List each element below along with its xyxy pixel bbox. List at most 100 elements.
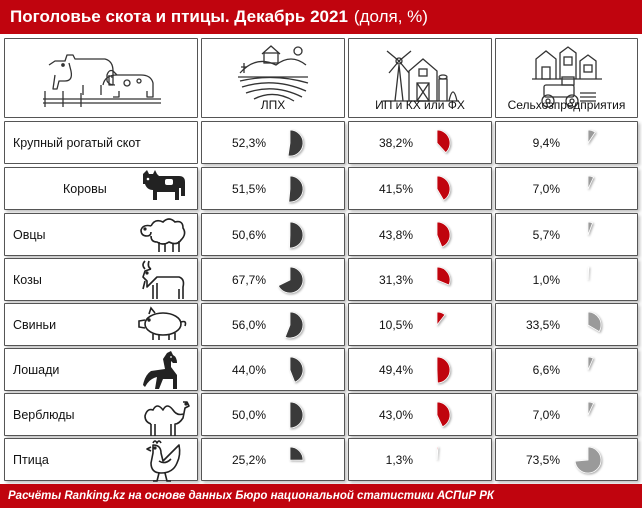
row-label-cell: Овцы bbox=[4, 213, 198, 256]
share-pie-slice bbox=[289, 221, 304, 249]
value-cell: 50,0% bbox=[201, 393, 345, 436]
pig-icon bbox=[138, 306, 187, 340]
share-value: 52,3% bbox=[231, 135, 266, 150]
share-pie-slice bbox=[436, 311, 446, 327]
share-pie-slice bbox=[574, 446, 602, 474]
source-note: Расчёты Ranking.kz на основе данных Бюро… bbox=[8, 490, 494, 502]
value-cell: 73,5% bbox=[495, 438, 638, 481]
share-value: 7,0% bbox=[532, 181, 560, 196]
row-label: Крупный рогатый скот bbox=[13, 135, 141, 150]
share-pie-slice bbox=[436, 446, 439, 461]
share-pie-slice bbox=[587, 129, 596, 145]
share-value: 25,2% bbox=[231, 452, 266, 467]
share-value: 67,7% bbox=[231, 272, 266, 287]
value-cell: 1,3% bbox=[348, 438, 492, 481]
share-pie-slice bbox=[587, 356, 594, 371]
row-label-cell: Птица bbox=[4, 438, 198, 482]
chicken-icon bbox=[146, 440, 181, 482]
chart-unit: (доля, %) bbox=[353, 7, 428, 26]
share-value: 73,5% bbox=[525, 452, 560, 467]
row-label: Птица bbox=[13, 452, 49, 467]
share-pie-slice bbox=[436, 266, 451, 286]
share-value: 33,5% bbox=[525, 317, 560, 332]
share-value: 41,5% bbox=[378, 181, 413, 196]
row-label: Козы bbox=[13, 272, 42, 287]
value-cell: 31,3% bbox=[348, 258, 492, 301]
share-pie-slice bbox=[436, 356, 451, 384]
share-value: 49,4% bbox=[378, 362, 413, 377]
value-cell: 1,0% bbox=[495, 258, 638, 301]
column-header-2: ИП и КХ или ФХ bbox=[348, 38, 492, 118]
share-value: 7,0% bbox=[532, 407, 560, 422]
value-cell: 67,7% bbox=[201, 258, 345, 301]
value-cell: 25,2% bbox=[201, 438, 345, 481]
share-pie-slice bbox=[436, 175, 451, 201]
column-header-label: ИП и КХ или ФХ bbox=[375, 98, 465, 112]
footer-bar: Расчёты Ranking.kz на основе данных Бюро… bbox=[0, 484, 642, 508]
share-value: 50,6% bbox=[231, 227, 266, 242]
cow-icon bbox=[143, 170, 185, 200]
share-pie-slice bbox=[289, 446, 304, 461]
row-label: Верблюды bbox=[13, 407, 75, 422]
value-cell: 52,3% bbox=[201, 121, 345, 164]
share-pie-slice bbox=[587, 401, 595, 416]
value-cell: 51,5% bbox=[201, 167, 345, 210]
value-cell: 56,0% bbox=[201, 303, 345, 346]
value-cell: 50,6% bbox=[201, 213, 345, 256]
share-pie-slice bbox=[436, 129, 451, 154]
share-value: 56,0% bbox=[231, 317, 266, 332]
share-value: 44,0% bbox=[231, 362, 266, 377]
share-pie-slice bbox=[587, 175, 595, 190]
agro-enterprise-icon bbox=[531, 46, 602, 108]
value-cell: 33,5% bbox=[495, 303, 638, 346]
share-value: 43,0% bbox=[378, 407, 413, 422]
share-value: 9,4% bbox=[532, 135, 560, 150]
share-value: 1,0% bbox=[532, 272, 560, 287]
header-corner bbox=[4, 38, 198, 118]
household-farm-icon bbox=[238, 45, 309, 102]
row-label-cell: Козы bbox=[4, 258, 198, 301]
share-pie-slice bbox=[288, 175, 304, 203]
value-cell: 7,0% bbox=[495, 167, 638, 210]
value-cell: 7,0% bbox=[495, 393, 638, 436]
share-value: 50,0% bbox=[231, 407, 266, 422]
horse-icon bbox=[143, 351, 177, 389]
share-pie-slice bbox=[587, 221, 594, 236]
share-value: 6,6% bbox=[532, 362, 560, 377]
share-value: 51,5% bbox=[231, 181, 266, 196]
share-pie-slice bbox=[436, 221, 451, 248]
row-label-cell: Коровы bbox=[4, 167, 198, 210]
share-pie-slice bbox=[436, 401, 451, 428]
value-cell: 9,4% bbox=[495, 121, 638, 164]
column-header-1: ЛПХ bbox=[201, 38, 345, 118]
value-cell: 38,2% bbox=[348, 121, 492, 164]
camel-icon bbox=[144, 401, 190, 436]
column-header-label: Сельхозпредприятия bbox=[507, 98, 626, 112]
share-pie-slice bbox=[587, 311, 602, 333]
value-cell: 6,6% bbox=[495, 348, 638, 391]
windmill-barn-icon bbox=[383, 50, 459, 102]
value-cell: 41,5% bbox=[348, 167, 492, 210]
sheep-icon bbox=[140, 218, 186, 252]
title-bar: Поголовье скота и птицы. Декабрь 2021 (д… bbox=[0, 0, 642, 34]
share-value: 38,2% bbox=[378, 135, 413, 150]
row-label-cell: Свиньи bbox=[4, 303, 198, 346]
row-label: Коровы bbox=[63, 181, 107, 196]
share-pie-slice bbox=[289, 356, 304, 383]
chart-title: Поголовье скота и птицы. Декабрь 2021 bbox=[10, 7, 348, 26]
column-header-3: Сельхозпредприятия bbox=[495, 38, 638, 118]
share-pie-slice bbox=[284, 311, 304, 339]
row-label: Овцы bbox=[13, 227, 46, 242]
value-cell: 10,5% bbox=[348, 303, 492, 346]
value-cell: 43,8% bbox=[348, 213, 492, 256]
row-label: Свиньи bbox=[13, 317, 57, 332]
value-cell: 43,0% bbox=[348, 393, 492, 436]
share-value: 43,8% bbox=[378, 227, 413, 242]
share-pie-slice bbox=[289, 401, 304, 429]
column-header-label: ЛПХ bbox=[260, 98, 286, 112]
share-pie-slice bbox=[277, 266, 304, 294]
share-value: 31,3% bbox=[378, 272, 413, 287]
share-value: 5,7% bbox=[532, 227, 560, 242]
value-cell: 44,0% bbox=[201, 348, 345, 391]
share-pie-slice bbox=[587, 266, 590, 281]
